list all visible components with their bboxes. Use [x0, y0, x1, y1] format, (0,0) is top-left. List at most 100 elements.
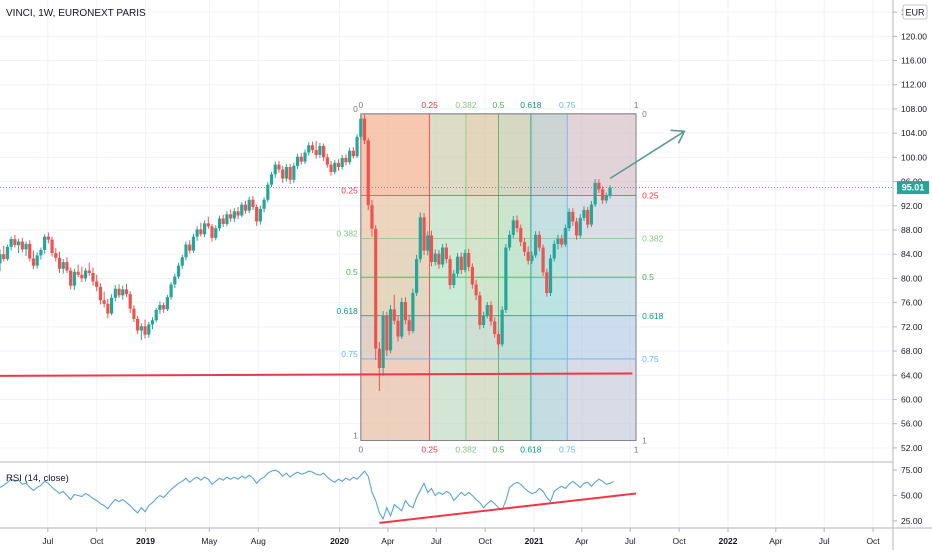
time-tick-label: Jul: [819, 536, 830, 546]
candle-body: [5, 246, 10, 260]
candle-body: [511, 220, 515, 235]
candle-body: [493, 321, 497, 335]
candle-body: [522, 242, 527, 252]
candle-body: [426, 235, 430, 251]
time-tick-label: Oct: [479, 536, 493, 546]
candle-body: [284, 167, 289, 179]
fib-price-label-left: 0.5: [346, 267, 358, 277]
candle-body: [322, 145, 326, 158]
time-tick-label: Apr: [381, 536, 394, 546]
candle-body: [206, 223, 210, 227]
candle-body: [403, 302, 408, 321]
fib-time-label-top: 0: [358, 100, 363, 110]
candle-body: [106, 303, 110, 314]
candle-body: [537, 234, 541, 248]
candle-body: [437, 253, 441, 265]
time-tick-label: Oct: [90, 536, 104, 546]
fib-price-label-left: 1: [353, 431, 358, 441]
candle-body: [35, 255, 39, 266]
candle-body: [16, 241, 21, 246]
fib-price-label-right: 0.5: [642, 272, 654, 282]
candle-body: [586, 210, 590, 225]
candle-body: [202, 223, 207, 235]
time-tick-label: 2021: [525, 536, 544, 546]
candle-body: [165, 297, 169, 310]
candle-body: [2, 254, 6, 260]
candle-body: [441, 247, 445, 265]
price-tick-label: 116.00: [901, 56, 927, 66]
candle-body: [400, 302, 404, 337]
candle-body: [184, 244, 188, 258]
candle-body: [496, 334, 501, 345]
candle-body: [411, 292, 415, 332]
candle-body: [243, 204, 248, 211]
candle-body: [474, 284, 478, 296]
candle-body: [571, 211, 575, 222]
candle-body: [24, 243, 28, 250]
candle-body: [433, 253, 437, 263]
candle-body: [295, 156, 300, 166]
candle-body: [489, 305, 493, 322]
time-tick-label: Aug: [251, 536, 266, 546]
fib-time-zone-grid[interactable]: 000.250.250.3820.3820.50.50.6180.6180.75…: [337, 100, 664, 455]
candle-body: [262, 199, 266, 209]
candle-body: [225, 214, 229, 224]
fib-time-label-top: 1: [634, 100, 639, 110]
candle-body: [519, 228, 523, 243]
currency-badge[interactable]: EUR: [902, 4, 928, 20]
candle-body: [176, 265, 181, 277]
time-tick-label: 2022: [719, 536, 738, 546]
candle-body: [236, 211, 240, 216]
fib-time-label-top: 0.75: [559, 100, 576, 110]
candle-body: [147, 324, 151, 335]
rsi-trendline: [379, 492, 637, 524]
drawings[interactable]: [0, 129, 893, 377]
candle-body: [91, 272, 95, 282]
fib-price-label-left: 0.618: [337, 306, 359, 316]
candle-body: [355, 136, 359, 157]
candle-body: [329, 164, 333, 172]
currency-badge-box: [902, 4, 928, 20]
candle-body: [247, 199, 251, 211]
candle-body: [351, 150, 355, 157]
candle-body: [422, 217, 426, 251]
time-tick-label: Jul: [625, 536, 636, 546]
candle-body: [195, 229, 199, 237]
time-tick-label: Apr: [769, 536, 782, 546]
candle-body: [109, 297, 114, 314]
candle-body: [54, 253, 58, 258]
price-tick-label: 52.00: [901, 443, 923, 453]
price-tick-label: 112.00: [901, 80, 927, 90]
candle-body: [589, 204, 594, 225]
candle-body: [429, 235, 434, 263]
price-tick-label: 80.00: [901, 273, 923, 283]
candle-body: [310, 145, 315, 151]
rsi-label: RSI (14, close): [6, 473, 69, 484]
candle-body: [515, 220, 519, 229]
candle-body: [210, 226, 214, 238]
rsi-tick-label: 50.00: [901, 490, 923, 500]
candle-body: [132, 308, 136, 319]
fib-time-label-top: 0.382: [455, 100, 477, 110]
candle-body: [61, 262, 65, 269]
candle-body: [567, 211, 571, 229]
candle-body: [325, 157, 329, 165]
support-trendline: [0, 372, 633, 377]
fib-price-label-left: 0: [353, 104, 358, 114]
fib-time-label-top: 0.618: [520, 100, 542, 110]
candle-body: [314, 150, 318, 155]
rsi-line: [0, 469, 614, 521]
candle-body: [158, 305, 162, 310]
candle-body: [396, 320, 400, 337]
candle-body: [459, 256, 463, 270]
candle-body: [191, 236, 196, 251]
candle-body: [20, 241, 24, 250]
candle-body: [9, 239, 13, 247]
last-price-tag: 95.01: [897, 181, 929, 195]
candle-body: [269, 174, 274, 185]
candle-body: [199, 229, 203, 235]
candle-body: [481, 315, 486, 326]
candle-body: [563, 228, 567, 245]
